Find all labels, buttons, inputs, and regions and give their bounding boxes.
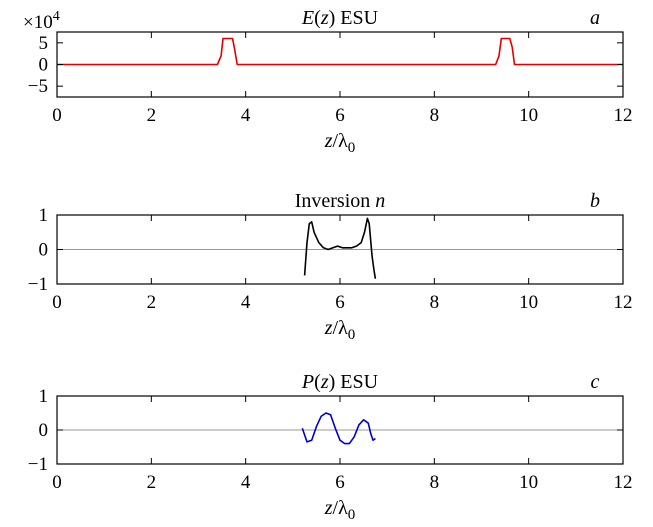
x-tick-label: 10 — [519, 292, 538, 313]
title-variable: n — [375, 190, 385, 212]
x-tick-label: 4 — [241, 105, 251, 126]
y-scale-multiplier: ×104 — [23, 9, 60, 33]
x-tick-label: 2 — [147, 292, 157, 313]
x-tick-label: 2 — [147, 472, 157, 493]
title-variable: z — [320, 371, 329, 393]
title-paren-open: ( — [314, 7, 321, 29]
y-tick-label: −1 — [28, 274, 48, 295]
x-tick-label: 12 — [614, 472, 633, 493]
xlabel-lambda: /λ — [333, 130, 349, 152]
series-line-1 — [301, 412, 376, 445]
x-tick-label: 4 — [241, 292, 251, 313]
series-line-1 — [303, 217, 377, 279]
title-suffix: ) ESU — [329, 7, 379, 29]
chart-title: Inversion n — [295, 190, 386, 212]
y-tick-label: −5 — [28, 76, 48, 97]
xlabel-lambda: /λ — [333, 317, 349, 339]
y-tick-label: 0 — [39, 240, 49, 261]
x-tick-label: 10 — [519, 105, 538, 126]
x-tick-label: 10 — [519, 472, 538, 493]
x-tick-label: 6 — [335, 292, 345, 313]
title-suffix: ) ESU — [329, 371, 379, 393]
xlabel-variable: z — [324, 130, 333, 152]
title-symbol: P — [301, 371, 314, 393]
multiplier-base: ×10 — [23, 12, 53, 33]
panel-letter: a — [590, 7, 600, 29]
x-tick-label: 8 — [430, 472, 440, 493]
x-tick-label: 12 — [614, 292, 633, 313]
x-tick-label: 0 — [52, 105, 62, 126]
x-tick-label: 6 — [335, 472, 345, 493]
title-paren-open: ( — [314, 371, 321, 393]
x-tick-label: 0 — [52, 292, 62, 313]
series-line-1 — [57, 37, 623, 66]
chart-title: P(z) ESU — [301, 371, 379, 393]
chart-panel-a: 0 2 4 6 8 10 12−505×104 E(z) ESU az/λ0 — [23, 7, 633, 156]
x-tick-label: 2 — [147, 105, 157, 126]
x-axis-label: z/λ0 — [324, 317, 356, 343]
panel-letter: c — [591, 371, 600, 393]
x-tick-label: 12 — [614, 105, 633, 126]
x-axis-label: z/λ0 — [324, 130, 356, 156]
xlabel-subscript: 0 — [348, 507, 356, 523]
y-tick-label: −1 — [28, 454, 48, 475]
y-tick-label: 1 — [39, 386, 49, 407]
xlabel-variable: z — [324, 497, 333, 519]
title-symbol: E — [301, 7, 314, 29]
x-tick-label: 6 — [335, 105, 345, 126]
multiplier-exponent: 4 — [53, 9, 60, 24]
y-tick-label: 5 — [39, 33, 49, 54]
y-tick-label: 0 — [39, 420, 49, 441]
chart-title: E(z) ESU — [301, 7, 379, 29]
panel-letter: b — [590, 190, 600, 212]
x-tick-label: 8 — [430, 292, 440, 313]
x-tick-label: 8 — [430, 105, 440, 126]
title-text: Inversion — [295, 190, 376, 212]
y-tick-label: 1 — [39, 205, 49, 226]
xlabel-subscript: 0 — [348, 140, 356, 156]
x-tick-label: 4 — [241, 472, 251, 493]
y-tick-label: 0 — [39, 55, 49, 76]
xlabel-subscript: 0 — [348, 327, 356, 343]
xlabel-lambda: /λ — [333, 497, 349, 519]
x-tick-label: 0 — [52, 472, 62, 493]
x-axis-label: z/λ0 — [324, 497, 356, 523]
xlabel-variable: z — [324, 317, 333, 339]
title-variable: z — [320, 7, 329, 29]
